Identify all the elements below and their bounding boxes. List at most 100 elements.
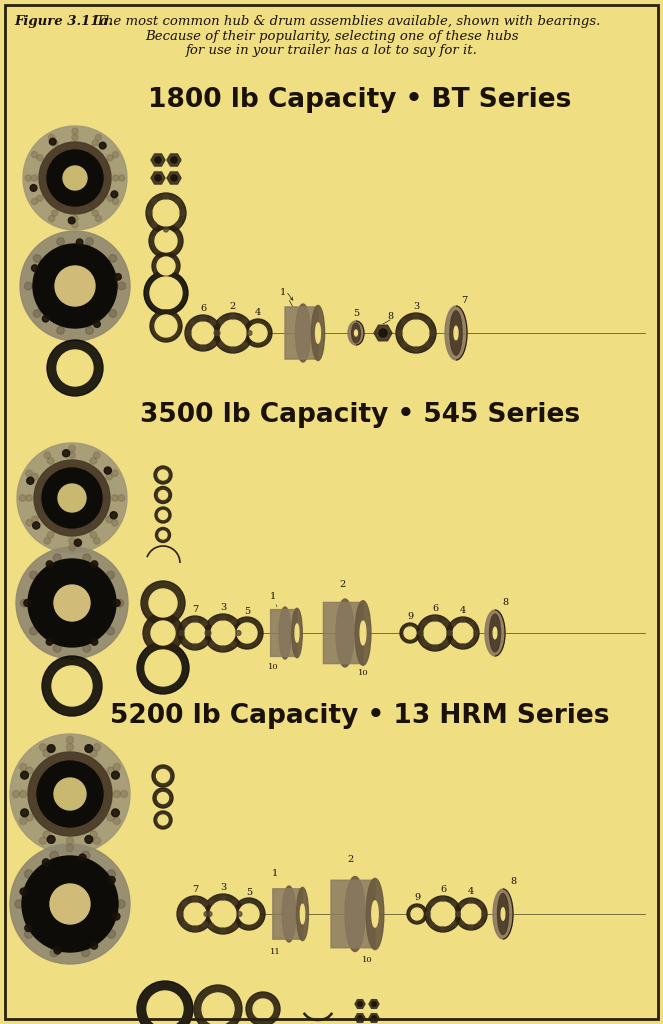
Circle shape [155, 507, 171, 523]
Circle shape [42, 510, 49, 516]
Circle shape [430, 901, 434, 905]
Text: 9: 9 [414, 893, 420, 902]
Circle shape [80, 308, 88, 316]
Ellipse shape [445, 306, 467, 360]
Text: 11: 11 [270, 948, 280, 956]
Text: 5: 5 [244, 607, 250, 616]
Polygon shape [374, 326, 392, 341]
Circle shape [72, 215, 78, 221]
Circle shape [158, 815, 168, 825]
Text: 1800 lb Capacity • BT Series: 1800 lb Capacity • BT Series [149, 87, 572, 113]
Circle shape [411, 908, 423, 920]
Circle shape [202, 621, 207, 626]
Circle shape [54, 521, 60, 527]
Circle shape [60, 626, 67, 634]
Circle shape [100, 623, 107, 630]
Circle shape [47, 531, 54, 539]
Circle shape [80, 636, 88, 644]
Ellipse shape [372, 901, 378, 927]
Circle shape [31, 199, 38, 205]
Ellipse shape [279, 607, 291, 659]
Circle shape [86, 238, 93, 246]
Circle shape [42, 479, 49, 486]
Polygon shape [369, 999, 379, 1009]
Circle shape [113, 152, 119, 158]
Circle shape [200, 345, 206, 350]
Circle shape [56, 871, 65, 880]
Circle shape [62, 256, 70, 264]
Circle shape [10, 844, 130, 964]
Circle shape [99, 283, 106, 290]
Circle shape [110, 512, 117, 519]
Circle shape [100, 577, 107, 584]
Circle shape [10, 734, 130, 854]
Circle shape [90, 750, 97, 757]
Circle shape [203, 894, 243, 934]
Circle shape [143, 613, 183, 653]
Circle shape [202, 640, 207, 645]
Text: 10: 10 [362, 956, 373, 964]
Circle shape [171, 157, 177, 163]
Circle shape [107, 767, 114, 774]
Circle shape [231, 620, 237, 625]
Circle shape [42, 468, 102, 528]
Circle shape [182, 901, 187, 906]
Circle shape [453, 623, 473, 643]
Circle shape [30, 184, 37, 191]
Circle shape [39, 743, 46, 751]
Circle shape [36, 623, 44, 630]
Circle shape [239, 904, 259, 924]
Circle shape [15, 900, 23, 908]
Circle shape [107, 869, 115, 879]
Circle shape [90, 882, 99, 891]
Circle shape [214, 331, 219, 336]
Circle shape [86, 151, 92, 157]
Circle shape [69, 452, 76, 459]
Circle shape [432, 645, 438, 650]
Circle shape [219, 318, 224, 324]
Circle shape [470, 622, 474, 626]
Ellipse shape [296, 888, 308, 941]
Circle shape [32, 522, 40, 529]
Circle shape [57, 327, 64, 334]
Circle shape [447, 631, 452, 636]
Circle shape [21, 599, 29, 607]
Circle shape [210, 901, 236, 927]
Circle shape [83, 318, 91, 327]
Circle shape [150, 278, 182, 309]
Circle shape [57, 238, 64, 246]
Text: 7: 7 [461, 296, 467, 305]
Circle shape [152, 199, 156, 204]
Circle shape [66, 823, 74, 830]
Circle shape [232, 900, 237, 905]
Circle shape [430, 923, 434, 927]
Circle shape [231, 314, 235, 318]
Circle shape [68, 217, 75, 224]
Circle shape [90, 458, 97, 464]
Circle shape [104, 467, 111, 474]
Circle shape [109, 283, 117, 290]
Circle shape [155, 157, 161, 163]
Text: 10: 10 [268, 663, 278, 671]
Circle shape [206, 631, 211, 636]
Text: 3500 lb Capacity • 545 Series: 3500 lb Capacity • 545 Series [140, 402, 580, 428]
Circle shape [108, 900, 116, 908]
Circle shape [40, 599, 48, 607]
Polygon shape [151, 154, 165, 166]
Text: 1: 1 [272, 869, 278, 878]
Circle shape [91, 583, 99, 591]
Circle shape [153, 788, 173, 808]
Circle shape [72, 134, 78, 140]
Circle shape [69, 525, 76, 531]
Circle shape [20, 888, 27, 895]
Circle shape [455, 898, 487, 930]
Circle shape [36, 577, 44, 584]
Circle shape [40, 259, 48, 267]
Circle shape [108, 877, 115, 884]
Circle shape [83, 644, 91, 652]
Circle shape [79, 940, 87, 948]
Circle shape [66, 838, 74, 845]
Circle shape [402, 342, 407, 347]
Circle shape [92, 139, 98, 146]
Circle shape [171, 175, 177, 181]
